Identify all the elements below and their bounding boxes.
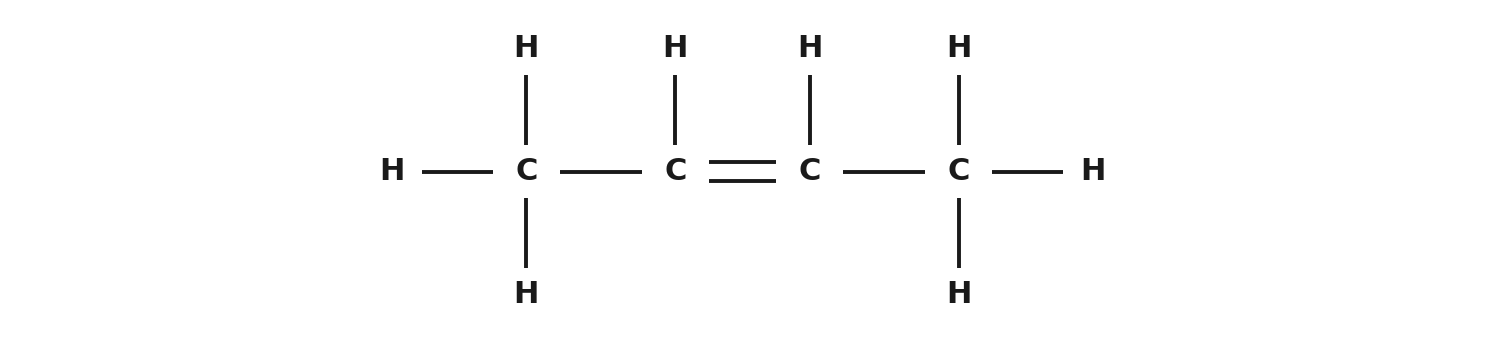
Text: C: C xyxy=(798,157,820,186)
Text: H: H xyxy=(946,280,972,309)
Text: H: H xyxy=(380,157,405,186)
Text: C: C xyxy=(514,157,537,186)
Text: C: C xyxy=(664,157,687,186)
Text: H: H xyxy=(513,280,538,309)
Text: H: H xyxy=(796,34,822,63)
Text: C: C xyxy=(948,157,970,186)
Text: H: H xyxy=(946,34,972,63)
Text: H: H xyxy=(513,34,538,63)
Text: H: H xyxy=(1080,157,1106,186)
Text: H: H xyxy=(663,34,688,63)
